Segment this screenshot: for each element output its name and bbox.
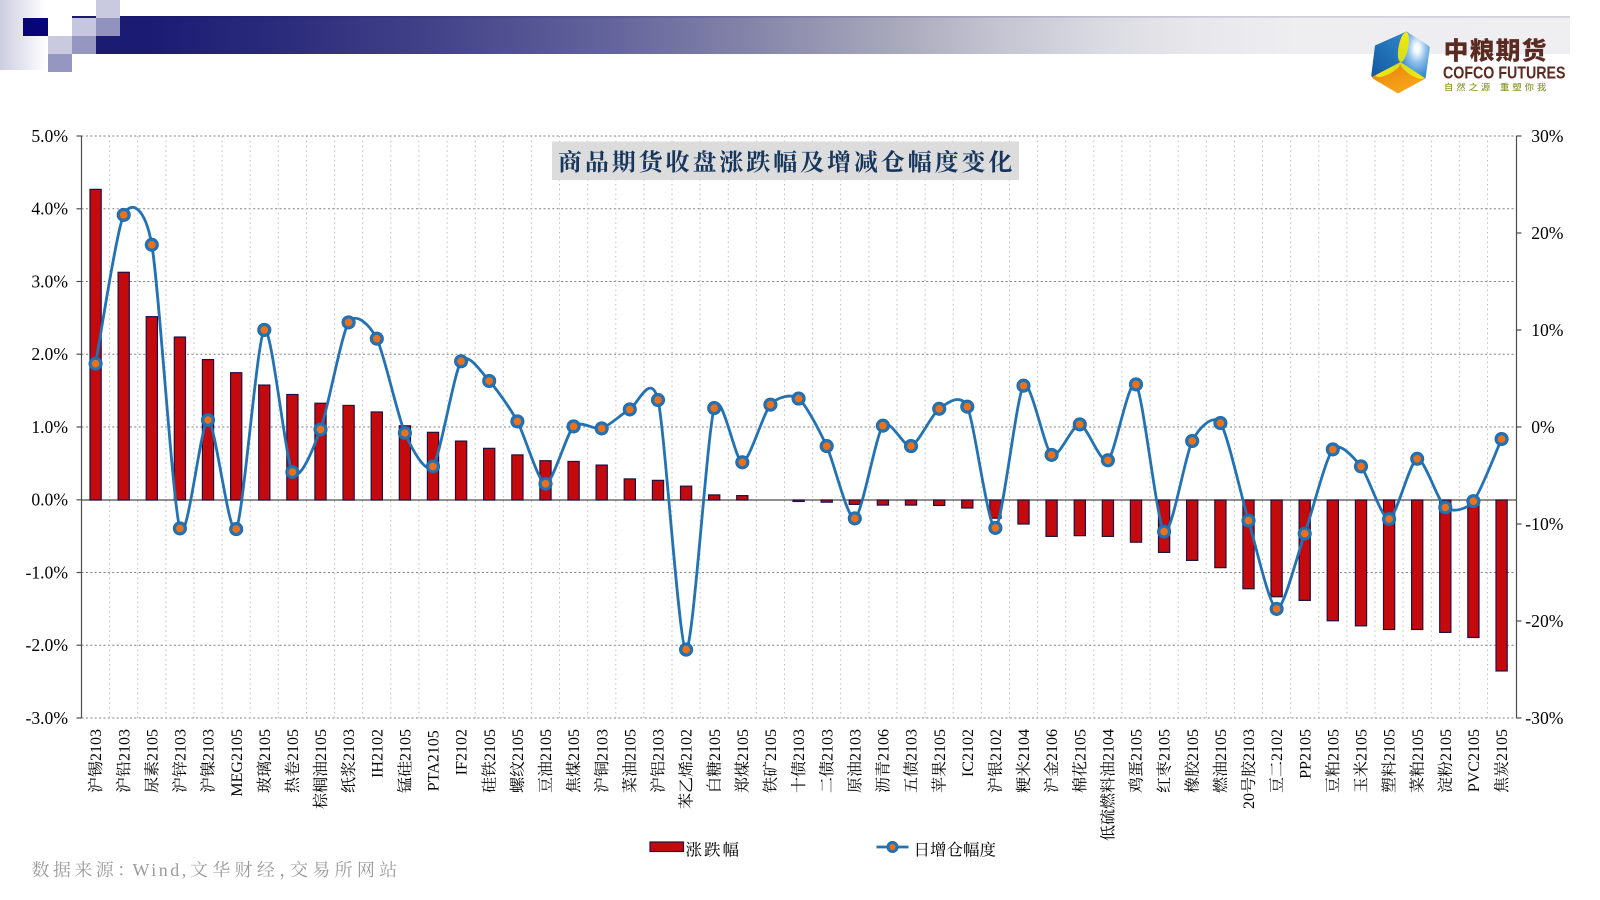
svg-text:2105: 2105 xyxy=(1213,729,1230,761)
svg-text:2105: 2105 xyxy=(1438,729,1455,761)
svg-text:3.0%: 3.0% xyxy=(31,271,68,291)
svg-text:-2.0%: -2.0% xyxy=(25,635,68,655)
svg-text:2104: 2104 xyxy=(1101,729,1118,761)
svg-text:IF2102: IF2102 xyxy=(454,729,471,775)
svg-text:2.0%: 2.0% xyxy=(31,344,68,364)
svg-text:2105: 2105 xyxy=(1185,729,1202,761)
svg-text:PVC2105: PVC2105 xyxy=(1466,729,1483,792)
svg-text:2105: 2105 xyxy=(538,729,555,761)
svg-text:5.0%: 5.0% xyxy=(31,126,68,146)
svg-text:2103: 2103 xyxy=(116,729,133,761)
svg-text:2105: 2105 xyxy=(482,729,499,761)
svg-text:2105: 2105 xyxy=(566,729,583,761)
svg-text:2102: 2102 xyxy=(1269,729,1286,761)
svg-text:2105: 2105 xyxy=(1354,729,1371,761)
svg-text:2103: 2103 xyxy=(1241,729,1258,761)
svg-text:2102: 2102 xyxy=(679,729,696,761)
svg-text:Wind,: Wind, xyxy=(133,860,189,880)
svg-text:30%: 30% xyxy=(1531,126,1564,146)
svg-text:-20%: -20% xyxy=(1525,611,1563,631)
svg-text:2103: 2103 xyxy=(847,729,864,761)
svg-text:2105: 2105 xyxy=(763,729,780,761)
svg-text:2105: 2105 xyxy=(1325,729,1342,761)
svg-text:2106: 2106 xyxy=(876,729,893,761)
svg-text:2105: 2105 xyxy=(1494,729,1511,761)
svg-text:2105: 2105 xyxy=(144,729,161,761)
svg-text:2103: 2103 xyxy=(904,729,921,761)
svg-text:4.0%: 4.0% xyxy=(31,199,68,219)
svg-text:2105: 2105 xyxy=(1157,729,1174,761)
svg-text:-30%: -30% xyxy=(1525,708,1563,728)
svg-text:2105: 2105 xyxy=(398,729,415,761)
svg-text:IH2102: IH2102 xyxy=(369,729,386,778)
svg-text:2103: 2103 xyxy=(791,729,808,761)
svg-text:2105: 2105 xyxy=(1129,729,1146,761)
svg-text:2105: 2105 xyxy=(257,729,274,761)
svg-text:-1.0%: -1.0% xyxy=(25,562,68,582)
svg-text:2105: 2105 xyxy=(932,729,949,761)
svg-text:2105: 2105 xyxy=(1410,729,1427,761)
svg-text:2105: 2105 xyxy=(622,729,639,761)
svg-text:1.0%: 1.0% xyxy=(31,417,68,437)
svg-text:2103: 2103 xyxy=(173,729,190,761)
svg-text:IC2102: IC2102 xyxy=(960,729,977,777)
svg-text:2103: 2103 xyxy=(88,729,105,761)
svg-text:2103: 2103 xyxy=(201,729,218,761)
svg-text:2102: 2102 xyxy=(988,729,1005,761)
svg-text:2105: 2105 xyxy=(510,729,527,761)
svg-text:2103: 2103 xyxy=(341,729,358,761)
svg-text:2103: 2103 xyxy=(594,729,611,761)
svg-text:COFCO FUTURES: COFCO FUTURES xyxy=(1443,63,1566,83)
svg-text:2103: 2103 xyxy=(819,729,836,761)
svg-text:2105: 2105 xyxy=(1382,729,1399,761)
svg-text:10%: 10% xyxy=(1531,320,1564,340)
svg-text:MEG2105: MEG2105 xyxy=(229,729,246,797)
svg-text:2106: 2106 xyxy=(1044,729,1061,761)
svg-text:2105: 2105 xyxy=(707,729,724,761)
svg-text:2105: 2105 xyxy=(1072,729,1089,761)
svg-text:2104: 2104 xyxy=(1016,729,1033,761)
svg-text:PTA2105: PTA2105 xyxy=(426,730,443,791)
svg-text:PP2105: PP2105 xyxy=(1297,729,1314,779)
svg-text:2105: 2105 xyxy=(285,729,302,761)
svg-text:-10%: -10% xyxy=(1525,514,1563,534)
svg-text:2103: 2103 xyxy=(651,729,668,761)
svg-text:0.0%: 0.0% xyxy=(31,490,68,510)
svg-text:20: 20 xyxy=(1241,793,1258,809)
svg-text:0%: 0% xyxy=(1531,417,1555,437)
svg-text:2105: 2105 xyxy=(313,729,330,761)
svg-text:20%: 20% xyxy=(1531,223,1564,243)
svg-text:-3.0%: -3.0% xyxy=(25,708,68,728)
svg-text:2105: 2105 xyxy=(735,729,752,761)
